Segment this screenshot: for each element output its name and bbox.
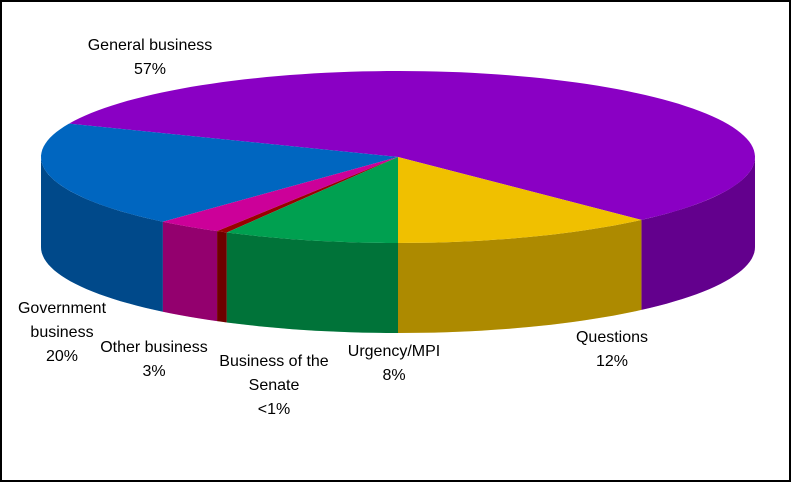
tops: [41, 71, 755, 243]
slice: [41, 123, 398, 222]
slice-label: Urgency/MPI 8%: [324, 340, 464, 388]
value-label: 3%: [142, 363, 166, 380]
slice-side: [398, 219, 642, 333]
slice-label: Business of the Senate <1%: [209, 350, 339, 422]
slice-side-shade: [217, 231, 227, 323]
slice-label: Government business 20%: [2, 297, 122, 369]
value-label: 8%: [382, 367, 406, 384]
slice-side-shade: [226, 232, 398, 333]
value-label: 20%: [45, 348, 79, 365]
slice-label: Questions 12%: [542, 326, 682, 374]
slice: [69, 71, 755, 220]
category-label: Other business: [100, 339, 208, 356]
value-label: 12%: [595, 353, 629, 370]
slice-side: [226, 232, 398, 333]
slice-side-shade: [398, 219, 642, 333]
slice: [226, 157, 398, 243]
slice: [217, 157, 398, 233]
category-label: General business: [87, 37, 213, 54]
slice: [398, 157, 642, 243]
slice-side: [217, 231, 227, 323]
slice-side: [41, 157, 163, 312]
slice-side: [162, 221, 218, 322]
walls: [41, 157, 755, 333]
slice: [162, 157, 398, 232]
value-label: 57%: [133, 61, 167, 78]
slice-label: General business 57%: [50, 34, 250, 82]
slice-side: [641, 157, 755, 310]
slice-side-shade: [641, 157, 755, 310]
slice-side-shade: [41, 157, 163, 312]
category-label: Government business: [17, 300, 107, 341]
category-label: Questions: [575, 329, 649, 346]
category-label: Business of the Senate: [219, 353, 329, 394]
category-label: Urgency/MPI: [347, 343, 441, 360]
value-label: <1%: [257, 401, 291, 418]
slice-side-shade: [162, 221, 218, 322]
slice-label: Other business 3%: [84, 336, 224, 384]
